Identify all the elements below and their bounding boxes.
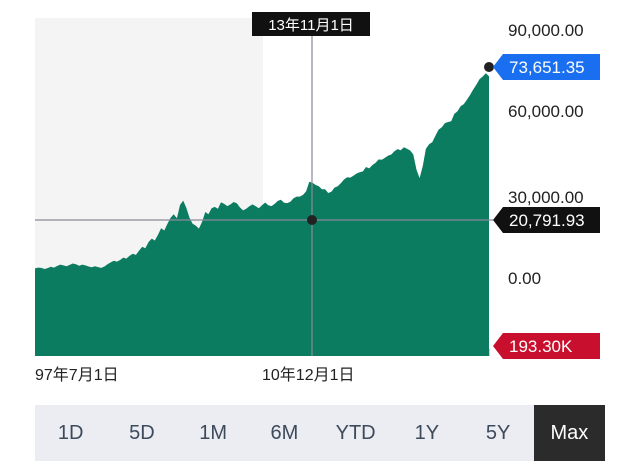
price-area [35, 73, 489, 356]
crosshair-value-tag-bg [493, 207, 600, 233]
y-tick-label: 90,000.00 [508, 21, 584, 40]
range-button-max[interactable]: Max [533, 405, 605, 461]
volume-tag-bg [493, 333, 600, 359]
y-axis: 90,000.00 60,000.00 30,000.00 0.00 [508, 21, 584, 288]
last-price-tag-bg [493, 54, 600, 80]
range-button-5y[interactable]: 5Y [485, 421, 511, 444]
range-button-6m[interactable]: 6M [270, 421, 299, 444]
y-tick-label: 60,000.00 [508, 102, 584, 121]
crosshair-date-tag: 13年11月1日 [252, 12, 370, 36]
y-tick-label: 0.00 [508, 269, 541, 288]
crosshair-point [307, 215, 317, 225]
crosshair-date-tag-bg [252, 12, 370, 36]
crosshair-value-label: 20,791.93 [509, 211, 585, 230]
range-button-ytd[interactable]: YTD [335, 421, 376, 444]
range-button-1d[interactable]: 1D [57, 421, 84, 444]
range-button-1m[interactable]: 1M [199, 421, 228, 444]
crosshair-value-tag: 20,791.93 [493, 207, 600, 233]
crosshair-date-label: 13年11月1日 [268, 17, 354, 34]
x-axis: 97年7月1日 10年12月1日 [35, 366, 355, 384]
stock-area-chart[interactable]: 90,000.00 60,000.00 30,000.00 0.00 97年7月… [0, 0, 640, 395]
x-tick-label: 10年12月1日 [262, 366, 355, 384]
volume-label: 193.30K [509, 337, 573, 356]
last-price-label: 73,651.35 [509, 58, 585, 77]
last-price-point [484, 62, 494, 72]
last-price-tag: 73,651.35 [493, 54, 600, 80]
y-tick-label: 30,000.00 [508, 188, 584, 207]
range-button-1y[interactable]: 1Y [414, 421, 440, 444]
range-button-5d[interactable]: 5D [129, 421, 155, 444]
volume-tag: 193.30K [493, 333, 600, 359]
x-tick-label: 97年7月1日 [35, 366, 119, 384]
range-selector: 1D 5D 1M 6M YTD 1Y 5Y Max [35, 405, 605, 461]
